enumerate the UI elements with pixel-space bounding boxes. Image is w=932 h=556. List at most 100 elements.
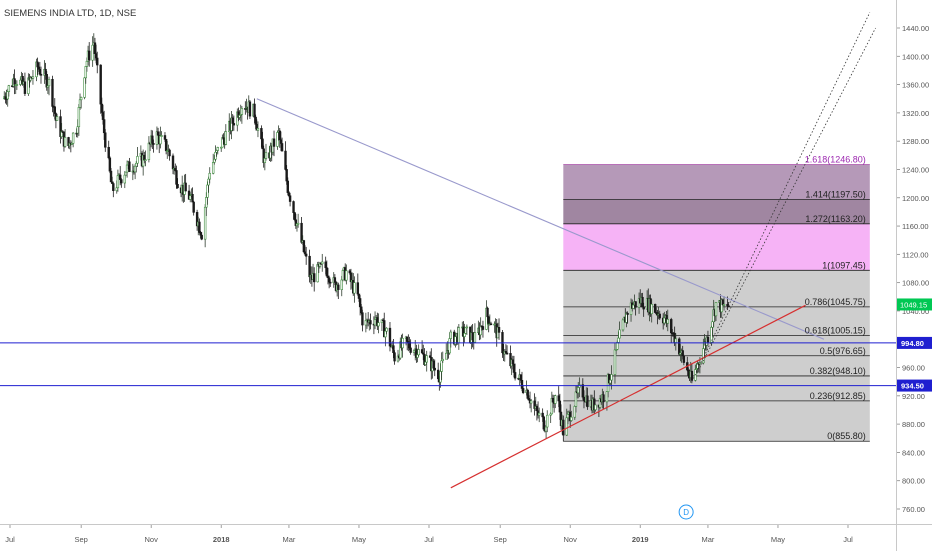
candle-body [279, 139, 283, 144]
candle-body [108, 157, 112, 172]
price-axis[interactable]: 760.00 800.00 840.00 880.00 920.00 960.00 1040… [896, 0, 932, 524]
candle-body [541, 412, 544, 418]
candle-body [618, 329, 621, 339]
candle-body [682, 355, 686, 363]
y-tick-label: 1240.00 [902, 165, 929, 174]
candle-body [546, 414, 549, 428]
candle-body [164, 139, 168, 152]
candle-body [104, 132, 107, 148]
candle-body [565, 417, 568, 436]
symbol-title: SIEMENS INDIA LTD, 1D, NSE [4, 8, 137, 19]
y-tick-label: 1080.00 [902, 279, 929, 288]
candle-body [94, 53, 98, 59]
candle-body [613, 349, 617, 375]
drawing-lines[interactable] [0, 12, 896, 489]
candle-body [360, 306, 363, 313]
candle-body [285, 169, 288, 182]
event-markers[interactable]: D [678, 504, 694, 520]
candle-body [31, 76, 35, 79]
fib-labels: 0(855.80) 0.236(912.85) 0.382(948.10) 0.5(9… [805, 155, 866, 442]
candle-body [345, 270, 348, 281]
candle-body [144, 159, 147, 161]
x-tick-label: May [771, 535, 785, 544]
candle-body [88, 50, 91, 61]
candle-body [393, 352, 396, 362]
candle-body [19, 79, 22, 85]
candle-body [505, 352, 509, 355]
candle-body [151, 135, 154, 144]
candle-body [329, 281, 332, 284]
candle-body [47, 78, 51, 87]
price-chart[interactable]: 0(855.80) 0.236(912.85) 0.382(948.10) 0.5(9… [0, 0, 896, 524]
candle-body [358, 298, 362, 308]
candle-body [254, 116, 257, 125]
candle-body [296, 222, 300, 225]
y-tick-label: 1320.00 [902, 109, 929, 118]
y-tick-label: 800.00 [902, 477, 925, 486]
candle-body [377, 322, 380, 327]
candle-body [570, 416, 573, 421]
candle-body [439, 371, 442, 383]
candle-body [557, 395, 560, 402]
candle-body [479, 325, 482, 336]
candle-body [174, 168, 177, 171]
fib-retracement-drawing[interactable] [563, 164, 870, 442]
candle-body [264, 152, 268, 159]
last-price-label: 1049.15 [900, 300, 927, 309]
candle-body [313, 273, 316, 283]
candle-body [96, 57, 99, 66]
candle-body [256, 128, 260, 131]
time-axis[interactable]: Jul Sep Nov 2018 Mar May Jul Sep Nov 2019 Mar May Ju… [0, 524, 932, 551]
level-price-tag [897, 379, 932, 392]
candle-body [340, 279, 343, 290]
candle-body [486, 307, 489, 318]
fib-level-label: 0.618(1005.15) [805, 326, 866, 336]
y-tick-label: 1400.00 [902, 52, 929, 61]
candle-body [206, 184, 209, 198]
candle-body [191, 194, 194, 203]
candle-body [433, 367, 436, 371]
candle-body [457, 327, 461, 344]
candle-body [152, 143, 155, 145]
candle-body [512, 363, 516, 373]
candle-body [77, 107, 81, 128]
candle-body [602, 394, 605, 403]
candle-body [124, 171, 128, 176]
y-tick-label: 840.00 [902, 448, 925, 457]
candle-body [369, 320, 372, 325]
candle-body [511, 359, 514, 365]
candle-body [617, 337, 620, 343]
candle-body [120, 179, 123, 184]
candle-body [425, 355, 428, 363]
candle-body [284, 150, 287, 170]
candle-body [566, 414, 570, 419]
candle-body [38, 68, 42, 75]
candle-body [432, 360, 435, 369]
candle-body [213, 158, 216, 163]
candle-body [216, 147, 219, 151]
candle-body [159, 135, 162, 145]
candle-body [163, 135, 167, 140]
candle-body [116, 175, 120, 189]
candle-body [436, 369, 440, 380]
candle-body [207, 178, 210, 186]
x-tick-label: 2018 [213, 535, 230, 544]
candle-body [208, 172, 211, 180]
candle-body [706, 336, 710, 343]
candle-body [23, 81, 27, 94]
x-tick-label: 2019 [632, 535, 649, 544]
candle-body [626, 312, 629, 315]
fib-level-label: 0.382(948.10) [810, 366, 866, 376]
candle-body [341, 270, 345, 281]
candle-body [45, 74, 48, 88]
candle-body [558, 400, 562, 413]
candle-body [53, 106, 56, 114]
candle-body [107, 146, 110, 159]
y-tick-label: 1200.00 [902, 194, 929, 203]
candle-body [416, 354, 419, 358]
resistance-trendline [256, 98, 825, 340]
candle-body [13, 78, 16, 85]
candle-body [634, 301, 637, 308]
candle-body [405, 336, 409, 342]
candle-body [304, 253, 308, 257]
